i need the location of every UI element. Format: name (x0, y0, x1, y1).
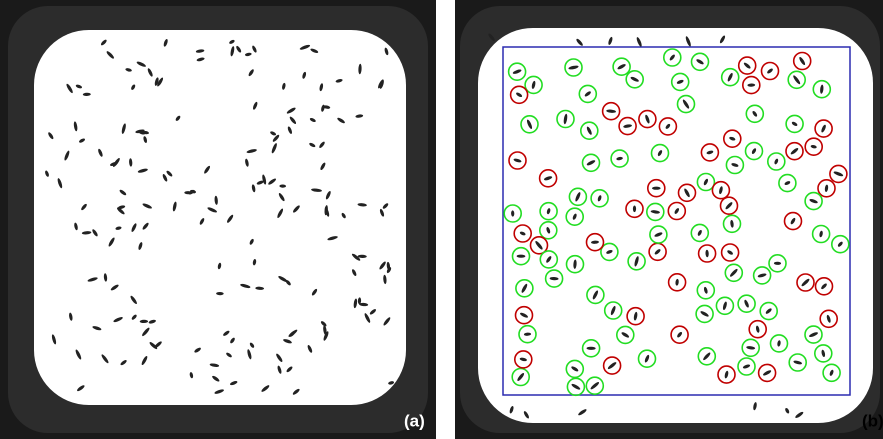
panel-a: (a) (0, 0, 436, 439)
insect (652, 187, 661, 190)
insect (633, 206, 636, 213)
figure: (a) (b) (0, 0, 883, 439)
tray-floor (34, 30, 406, 405)
panel-label: (a) (404, 411, 425, 430)
panel-b: (b) (455, 0, 883, 439)
panel-label: (b) (862, 411, 883, 430)
page: {"panels": [{"label": "(a)"}, {"label": … (0, 0, 883, 439)
